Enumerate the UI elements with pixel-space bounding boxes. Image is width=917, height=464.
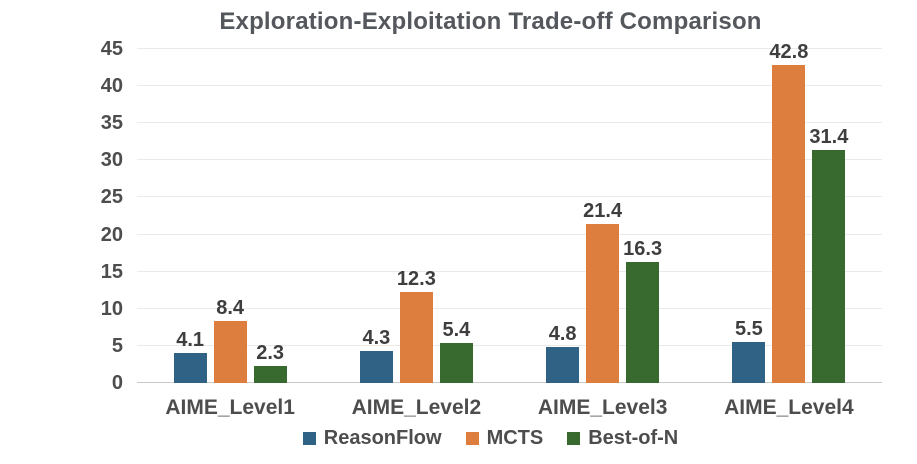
bar-value-label: 16.3 (623, 238, 663, 261)
gridline-20 (137, 233, 882, 235)
legend-label: MCTS (486, 427, 544, 449)
gridline-15 (137, 270, 882, 272)
chart-title: Exploration-Exploitation Trade-off Compa… (219, 8, 762, 35)
legend-item-MCTS: MCTS (465, 427, 544, 449)
legend-label: Best-of-N (588, 427, 679, 449)
bar-value-label: 5.5 (734, 318, 763, 341)
y-tick-label-15: 15 (100, 260, 123, 283)
bar-value-label: 4.1 (176, 328, 205, 351)
gridline-5 (137, 344, 882, 346)
bar-value-label: 42.8 (769, 41, 809, 64)
gridline-10 (137, 307, 882, 309)
x-axis-label-AIME_Level3: AIME_Level3 (537, 396, 668, 419)
legend-item-ReasonFlow: ReasonFlow (302, 427, 442, 449)
bar-Best-of-N-AIME_Level3: 16.3 (623, 239, 662, 383)
bar-MCTS-AIME_Level4: 42.8 (769, 42, 808, 383)
bar-groups: 4.1 8.4 2.3 4.3 12.3 5.4 4.8 21.4 16.3 5.5 42.8 31.… (137, 42, 882, 383)
bar-ReasonFlow-AIME_Level1: 4.1 (173, 330, 207, 383)
x-axis-labels: AIME_Level1 AIME_Level2 AIME_Level3 AIME_Le… (137, 396, 882, 420)
bar-value-label: 8.4 (216, 296, 245, 319)
bar-ReasonFlow-AIME_Level3: 4.8 (546, 324, 580, 383)
legend-swatch-icon (567, 431, 581, 445)
bar-ReasonFlow-AIME_Level4: 5.5 (732, 319, 766, 383)
x-axis-label-AIME_Level4: AIME_Level4 (724, 396, 854, 419)
bar-value-label: 4.8 (548, 323, 577, 346)
bar-MCTS-AIME_Level2: 12.3 (397, 269, 436, 383)
gridline-30 (137, 159, 882, 161)
bar-group-AIME_Level1: 4.1 8.4 2.3 (137, 49, 323, 383)
bar-value-label: 5.4 (442, 318, 471, 341)
gridline-25 (137, 196, 882, 198)
y-tick-label-20: 20 (100, 223, 123, 246)
legend-swatch-icon (465, 431, 479, 445)
bar-value-label: 12.3 (396, 267, 436, 290)
x-axis-label-AIME_Level1: AIME_Level1 (165, 396, 295, 419)
y-tick-label-45: 45 (100, 38, 123, 60)
legend-label: ReasonFlow (323, 427, 442, 449)
bar-group-AIME_Level4: 5.5 42.8 31.4 (696, 42, 882, 383)
bar-value-label: 4.3 (362, 327, 391, 350)
legend-swatch-icon (302, 431, 316, 445)
y-tick-label-0: 0 (111, 372, 123, 394)
bar-ReasonFlow-AIME_Level2: 4.3 (359, 328, 393, 383)
legend: ReasonFlow MCTS Best-of-N (118, 428, 863, 448)
y-tick-label-10: 10 (100, 297, 123, 320)
y-tick-label-30: 30 (100, 149, 123, 172)
y-tick-label-25: 25 (100, 186, 123, 209)
bar-MCTS-AIME_Level1: 8.4 (213, 298, 247, 383)
bar-Best-of-N-AIME_Level1: 2.3 (253, 343, 287, 383)
bar-value-label: 2.3 (256, 341, 285, 364)
plot-area: 0 5 10 15 20 25 30 35 40 45 4.1 8.4 2.3 4.3 12.3 5.4 4.8… (101, 39, 882, 393)
y-tick-label-40: 40 (100, 75, 123, 98)
gridline-40 (137, 85, 882, 87)
bar-Best-of-N-AIME_Level4: 31.4 (809, 127, 848, 383)
x-axis-line (137, 382, 882, 383)
bar-group-AIME_Level2: 4.3 12.3 5.4 (323, 49, 509, 383)
gridline-35 (137, 122, 882, 124)
bar-MCTS-AIME_Level3: 21.4 (583, 201, 622, 383)
bar-Best-of-N-AIME_Level2: 5.4 (439, 320, 473, 383)
gridline-45 (137, 48, 882, 49)
bar-group-AIME_Level3: 4.8 21.4 16.3 (510, 49, 696, 383)
x-axis-label-AIME_Level2: AIME_Level2 (351, 396, 482, 419)
bar-value-label: 31.4 (809, 125, 849, 148)
y-tick-label-35: 35 (100, 112, 123, 135)
y-tick-label-5: 5 (111, 334, 123, 357)
bar-value-label: 21.4 (583, 200, 623, 223)
legend-item-Best-of-N: Best-of-N (567, 428, 678, 448)
